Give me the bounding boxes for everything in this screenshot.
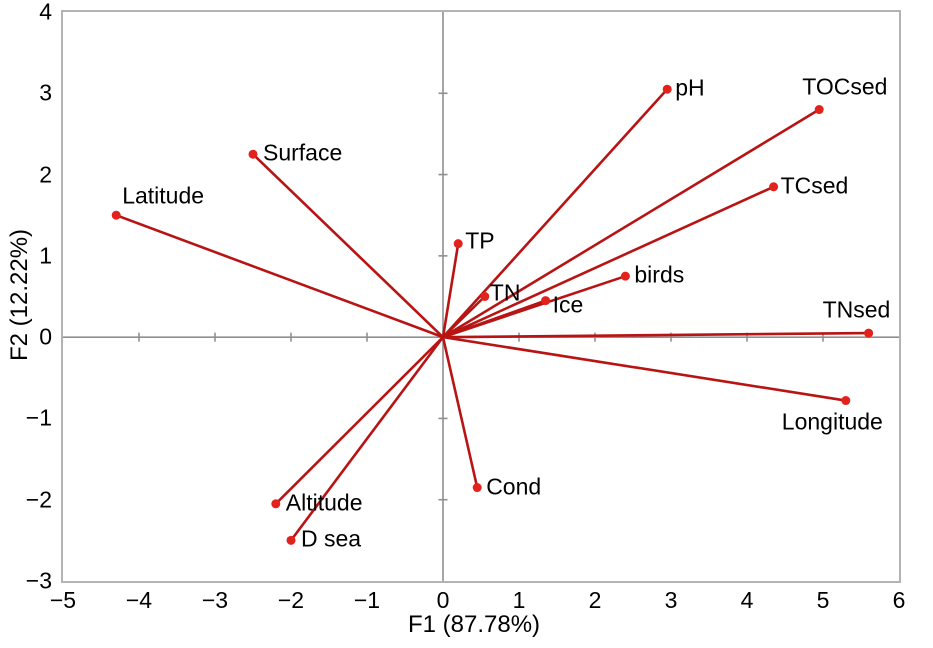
x-tick-label: −4 xyxy=(125,587,153,613)
y-tick-label: −3 xyxy=(25,567,52,594)
x-axis-title: F1 (87.78%) xyxy=(407,611,541,638)
vector-line-latitude xyxy=(115,213,444,339)
x-tick-label: 4 xyxy=(740,587,754,613)
y-tick-label: −1 xyxy=(25,404,52,431)
x-tick-label: −2 xyxy=(277,587,305,613)
point-label-longitude: Longitude xyxy=(781,408,883,435)
point-label-birds: birds xyxy=(634,261,685,288)
marker-latitude xyxy=(111,210,121,220)
vector-line-cond xyxy=(441,336,479,488)
vector-line-tp xyxy=(441,243,460,338)
x-tick-label: 2 xyxy=(588,587,602,613)
vector-line-d-sea xyxy=(289,336,445,542)
x-tick-label: 0 xyxy=(436,587,450,613)
marker-ph xyxy=(662,84,672,94)
point-label-ice: Ice xyxy=(552,291,584,318)
point-label-tcsed: TCsed xyxy=(780,172,849,199)
marker-tp xyxy=(453,239,463,249)
point-label-cond: Cond xyxy=(486,473,542,500)
point-label-tp: TP xyxy=(465,227,495,254)
x-tick-label: −5 xyxy=(49,587,77,613)
marker-tnsed xyxy=(864,328,874,338)
marker-surface xyxy=(248,149,258,159)
y-tick-label: 1 xyxy=(39,242,52,269)
plot-area: Latitude Surface TP TN Ice birds pH TOCsed TCsed… xyxy=(61,10,901,583)
vector-line-longitude xyxy=(442,335,847,402)
x-tick-label: 5 xyxy=(816,587,830,613)
biplot-canvas xyxy=(63,12,899,581)
marker-longitude xyxy=(841,396,851,406)
x-tick-label: −3 xyxy=(201,587,229,613)
marker-tn xyxy=(480,292,490,301)
marker-tocsed xyxy=(814,105,824,115)
x-tick-label: 3 xyxy=(664,587,678,613)
x-tick-label: 1 xyxy=(512,587,526,613)
y-tick-label: 4 xyxy=(39,0,52,25)
vector-line-tocsed xyxy=(442,108,820,339)
vector-line-tnsed xyxy=(442,331,869,339)
point-label-altitude: Altitude xyxy=(285,489,363,516)
vector-line-altitude xyxy=(274,336,444,505)
y-tick-label: −2 xyxy=(25,486,52,513)
vector-line-surface xyxy=(252,153,444,339)
marker-d-sea xyxy=(286,535,296,545)
marker-birds xyxy=(620,271,630,281)
y-tick-label: 2 xyxy=(39,160,52,187)
marker-ice xyxy=(541,296,551,306)
point-label-tnsed: TNsed xyxy=(822,296,891,323)
point-label-surface: Surface xyxy=(263,139,343,166)
point-label-tocsed: TOCsed xyxy=(802,73,888,100)
vector-line-birds xyxy=(442,274,626,339)
marker-cond xyxy=(472,483,482,493)
vector-line-tcsed xyxy=(442,185,775,339)
point-label-tn: TN xyxy=(489,279,521,305)
point-label-ph: pH xyxy=(675,74,705,101)
point-label-d-sea: D sea xyxy=(301,525,362,552)
marker-altitude xyxy=(271,499,281,509)
point-label-latitude: Latitude xyxy=(122,182,205,209)
x-tick-label: 6 xyxy=(892,587,906,613)
marker-tcsed xyxy=(769,182,779,192)
y-tick-label: 0 xyxy=(39,323,52,350)
y-tick-label: 3 xyxy=(39,79,52,106)
x-tick-label: −1 xyxy=(353,587,381,613)
